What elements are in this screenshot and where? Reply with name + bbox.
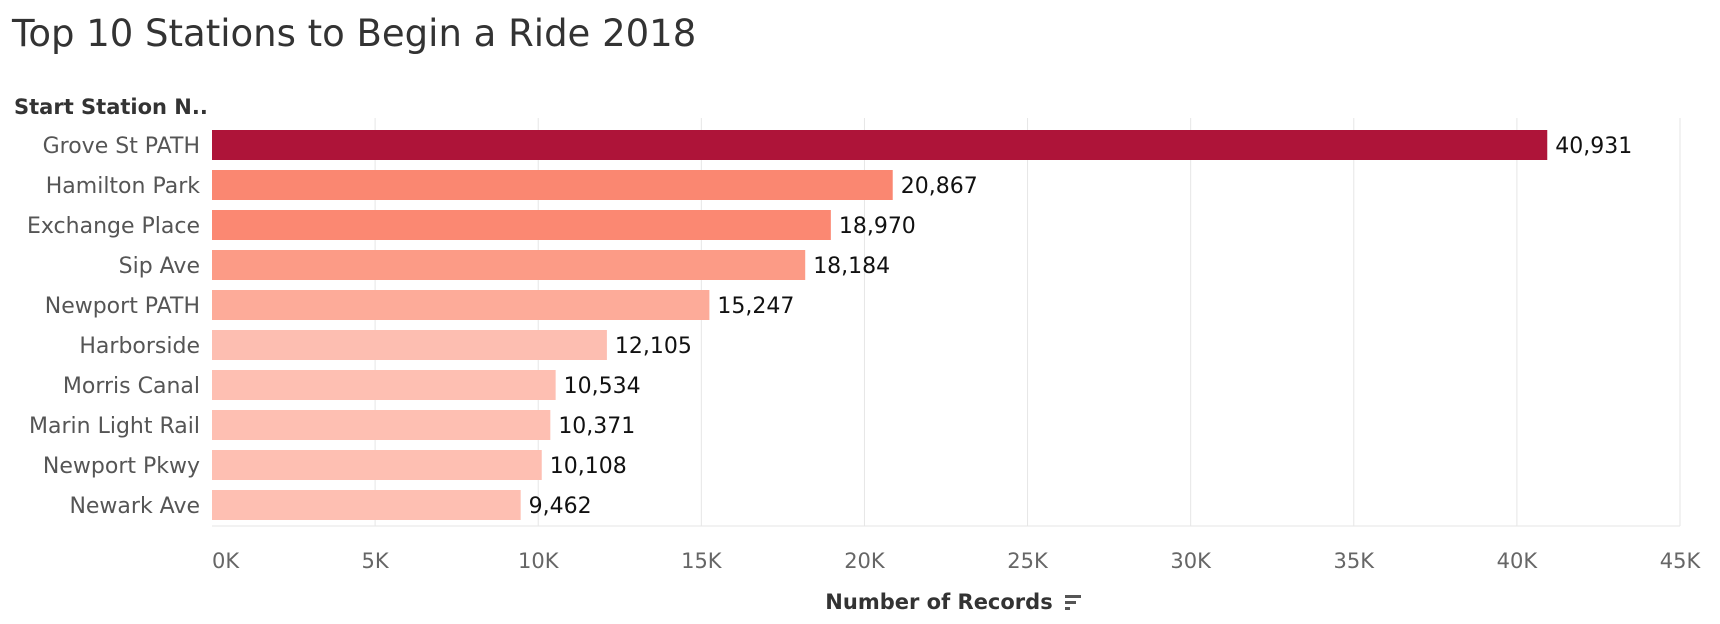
x-tick-label: 45K [1660,549,1702,573]
chart-title: Top 10 Stations to Begin a Ride 2018 [12,12,697,55]
sort-descending-icon[interactable] [1063,592,1083,612]
data-label: 15,247 [717,294,794,319]
category-label[interactable]: Grove St PATH [43,134,200,159]
category-label[interactable]: Marin Light Rail [29,414,200,439]
row-field-header[interactable]: Start Station N.. [14,95,208,119]
data-label: 18,184 [813,254,890,279]
x-tick-label: 40K [1497,549,1539,573]
bar[interactable] [212,210,831,240]
category-label[interactable]: Newark Ave [69,494,200,519]
x-tick-label: 30K [1170,549,1212,573]
bar[interactable] [212,170,893,200]
bar[interactable] [212,410,551,440]
category-label[interactable]: Morris Canal [63,374,200,399]
bar[interactable] [212,130,1548,160]
category-label[interactable]: Hamilton Park [46,174,201,199]
x-tick-label: 25K [1007,549,1049,573]
category-label[interactable]: Exchange Place [27,214,200,239]
x-tick-label: 15K [681,549,723,573]
category-label[interactable]: Newport Pkwy [43,454,200,479]
data-label: 9,462 [529,494,592,519]
x-axis-title[interactable]: Number of Records [825,590,1053,614]
x-tick-label: 35K [1334,549,1376,573]
bar[interactable] [212,330,607,360]
bar[interactable] [212,290,710,320]
category-label[interactable]: Harborside [79,334,200,359]
bar[interactable] [212,490,521,520]
data-label: 12,105 [615,334,692,359]
x-tick-label: 10K [518,549,560,573]
bar[interactable] [212,370,556,400]
data-label: 40,931 [1555,134,1632,159]
x-tick-label: 20K [844,549,886,573]
data-label: 20,867 [901,174,978,199]
data-label: 18,970 [839,214,916,239]
x-tick-label: 5K [362,549,390,573]
data-label: 10,534 [564,374,641,399]
category-label[interactable]: Newport PATH [45,294,200,319]
x-tick-label: 0K [212,549,240,573]
category-label[interactable]: Sip Ave [119,254,200,279]
bar[interactable] [212,250,806,280]
data-label: 10,371 [558,414,635,439]
data-label: 10,108 [550,454,627,479]
bar[interactable] [212,450,542,480]
